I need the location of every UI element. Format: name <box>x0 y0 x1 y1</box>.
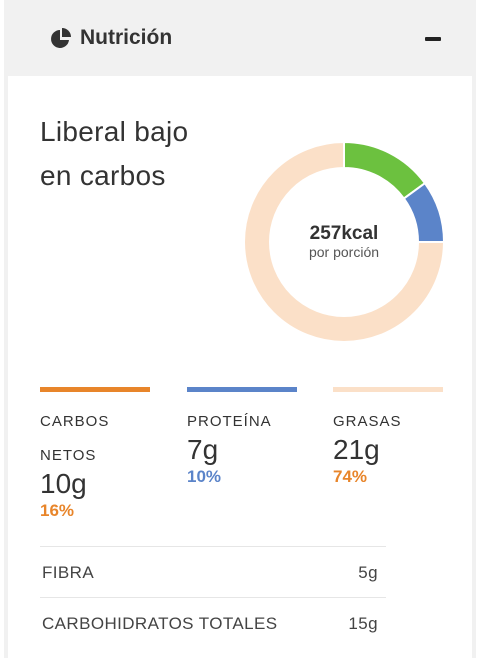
macro-label-line: NETOS <box>40 447 97 464</box>
macro-label: PROTEÍNA <box>187 405 297 439</box>
nutrition-card: Nutrición Liberal bajo en carbos 257kcal… <box>4 0 476 658</box>
detail-value: 15g <box>348 614 378 633</box>
section-title: Nutrición <box>80 26 173 49</box>
nutrition-header[interactable]: Nutrición <box>4 0 476 76</box>
macro-label: CARBOS NETOS <box>40 405 150 473</box>
macro-color-bar <box>333 387 443 392</box>
macro-color-bar <box>187 387 297 392</box>
macro-percent: 16% <box>40 501 75 520</box>
macro-percent: 74% <box>333 467 368 486</box>
diet-label: Liberal bajo en carbos <box>40 110 240 198</box>
macro-label-line: PROTEÍNA <box>187 413 272 430</box>
detail-row-total-carbs: CARBOHIDRATOS TOTALES 15g <box>40 597 386 648</box>
minus-icon <box>425 37 441 41</box>
nutrition-panel: Liberal bajo en carbos 257kcal por porci… <box>8 76 472 658</box>
detail-value: 5g <box>358 563 378 582</box>
macro-label-line: CARBOS <box>40 413 110 430</box>
collapse-button[interactable] <box>418 24 448 54</box>
nutrition-details: FIBRA 5g CARBOHIDRATOS TOTALES 15g <box>40 546 386 648</box>
macro-donut-chart <box>243 140 446 343</box>
macro-percent: 10% <box>187 467 222 486</box>
macro-label-line: GRASAS <box>333 413 402 430</box>
donut-center: 257kcal por porción <box>240 138 448 346</box>
detail-label: CARBOHIDRATOS TOTALES <box>42 614 278 633</box>
macro-protein: PROTEÍNA 7g 10% <box>187 387 297 489</box>
macro-net-carbs: CARBOS NETOS 10g 16% <box>40 387 150 523</box>
diet-label-line: Liberal bajo <box>40 116 189 147</box>
diet-label-line: en carbos <box>40 160 166 191</box>
detail-label: FIBRA <box>42 563 95 582</box>
per-serving-label: por porción <box>308 244 380 260</box>
detail-row-fiber: FIBRA 5g <box>40 546 386 597</box>
macro-color-bar <box>40 387 150 392</box>
macro-grams: 21g <box>333 434 380 465</box>
calories-value: 257kcal <box>309 223 379 244</box>
macro-grams: 7g <box>187 434 219 465</box>
macro-label: GRASAS <box>333 405 443 439</box>
macro-fat: GRASAS 21g 74% <box>333 387 443 489</box>
donut-slice-grasas <box>243 140 446 343</box>
macro-grams: 10g <box>40 468 87 499</box>
pie-chart-icon <box>51 28 71 48</box>
